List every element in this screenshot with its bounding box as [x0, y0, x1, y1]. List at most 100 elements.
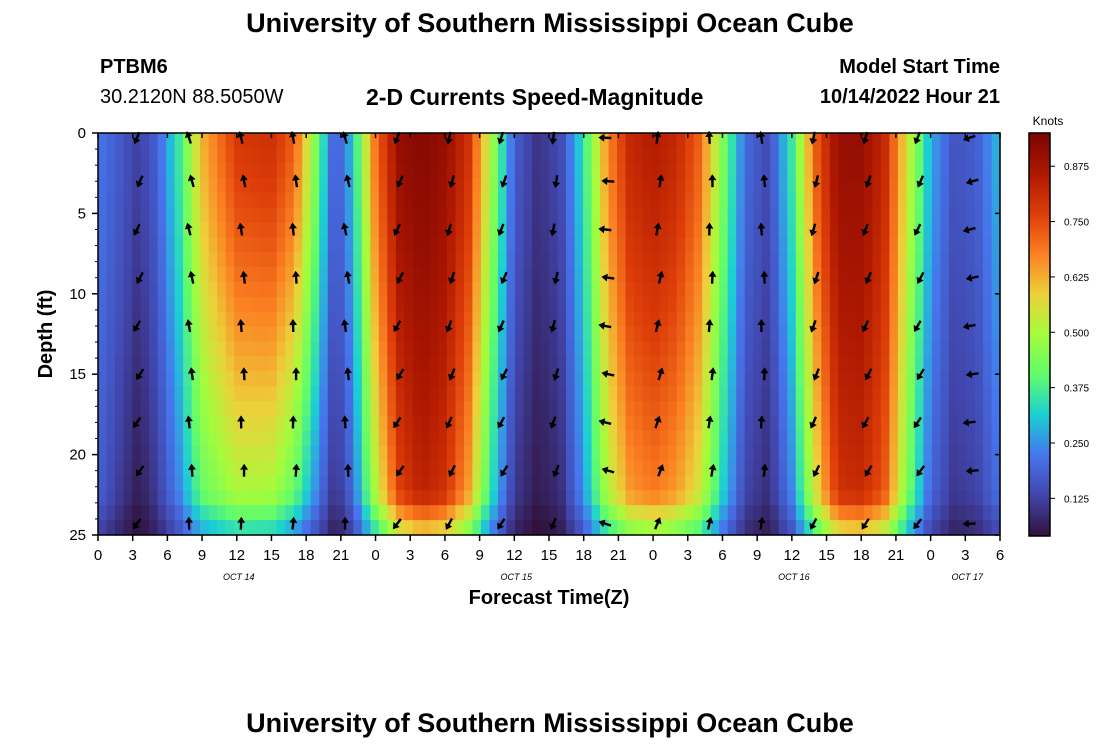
heatmap-cell: [149, 356, 159, 372]
heatmap-cell: [642, 326, 652, 343]
heatmap-cell: [370, 520, 380, 536]
heatmap-cell: [293, 252, 303, 268]
heatmap-cell: [948, 237, 959, 253]
heatmap-cell: [149, 311, 159, 328]
heatmap-cell: [140, 222, 150, 238]
arrow-shaft: [346, 178, 351, 188]
colorbar-tick-label: 0.500: [1064, 328, 1089, 339]
heatmap-cell: [166, 475, 176, 491]
heatmap-cell: [693, 237, 703, 253]
heatmap-cell: [387, 356, 397, 372]
heatmap-cell: [302, 133, 312, 149]
heatmap-cell: [795, 430, 805, 447]
heatmap-cell: [336, 177, 346, 194]
heatmap-cell: [736, 475, 746, 491]
heatmap-cell: [217, 371, 227, 387]
current-arrow: [757, 516, 766, 530]
heatmap-cell: [251, 296, 261, 313]
heatmap-cell: [914, 222, 925, 238]
heatmap-cell: [429, 490, 439, 506]
heatmap-cell: [319, 445, 329, 462]
heatmap-cell: [132, 401, 142, 417]
heatmap-cell: [183, 490, 193, 506]
arrow-shaft: [811, 319, 817, 329]
heatmap-cell: [523, 177, 533, 194]
heatmap-cell: [217, 460, 227, 477]
heatmap-cell: [446, 326, 456, 343]
heatmap-cell: [931, 133, 942, 149]
heatmap-cell: [923, 162, 933, 179]
heatmap-cell: [600, 326, 610, 343]
heatmap-cell: [480, 371, 491, 387]
heatmap-cell: [480, 430, 491, 447]
heatmap-cell: [906, 281, 916, 298]
heatmap-cell: [183, 177, 193, 194]
heatmap-cell: [770, 460, 780, 477]
heatmap-cell: [974, 177, 984, 194]
heatmap-cell: [327, 415, 337, 432]
heatmap-cell: [140, 490, 150, 506]
heatmap-cell: [838, 237, 848, 253]
heatmap-cell: [838, 401, 848, 417]
heatmap-cell: [106, 475, 116, 491]
heatmap-cell: [506, 475, 516, 491]
heatmap-cell: [480, 520, 491, 536]
heatmap-cell: [395, 341, 405, 357]
heatmap-cell: [991, 505, 1001, 521]
heatmap-cell: [557, 267, 567, 283]
arrow-shaft: [499, 518, 506, 527]
heatmap-cell: [685, 401, 695, 417]
heatmap-cell: [404, 490, 414, 506]
heatmap-cell: [744, 296, 754, 313]
heatmap-cell: [846, 192, 856, 209]
heatmap-cell: [404, 475, 414, 491]
heatmap-cell: [344, 326, 354, 343]
heatmap-cell: [336, 445, 346, 462]
heatmap-cell: [361, 311, 371, 328]
heatmap-cell: [446, 162, 456, 179]
current-arrow: [184, 415, 193, 429]
arrow-head: [809, 137, 818, 145]
heatmap-cell: [234, 401, 244, 417]
heatmap-cell: [438, 326, 448, 343]
heatmap-cell: [651, 296, 661, 313]
heatmap-cell: [115, 490, 125, 506]
heatmap-cell: [480, 207, 491, 223]
date-label: OCT 15: [501, 572, 534, 582]
heatmap-cell: [268, 490, 278, 506]
heatmap-cell: [617, 430, 627, 447]
heatmap-cell: [625, 490, 635, 506]
heatmap-cell: [234, 222, 244, 238]
heatmap-cell: [98, 162, 108, 179]
heatmap-cell: [736, 147, 746, 164]
heatmap-cell: [531, 133, 542, 149]
heatmap-cell: [600, 296, 610, 313]
heatmap-cell: [480, 267, 491, 283]
arrow-head: [135, 469, 143, 477]
heatmap-cell: [302, 356, 312, 372]
heatmap-cell: [804, 475, 814, 491]
heatmap-cell: [404, 356, 414, 372]
heatmap-cell: [676, 445, 686, 462]
arrow-shaft: [710, 372, 714, 381]
heatmap-cell: [566, 281, 576, 298]
heatmap-cell: [302, 222, 312, 238]
heatmap-cell: [293, 505, 303, 521]
heatmap-cell: [251, 415, 261, 432]
heatmap-cell: [259, 460, 269, 477]
heatmap-cell: [744, 371, 754, 387]
arrow-head: [133, 420, 140, 429]
heatmap-cell: [421, 371, 431, 387]
heatmap-cell: [549, 505, 559, 521]
heatmap-cell: [566, 207, 576, 223]
heatmap-cell: [566, 386, 576, 402]
heatmap-cell: [132, 490, 142, 506]
colorbar-tick-label: 0.375: [1064, 384, 1089, 395]
heatmap-cell: [549, 371, 559, 387]
heatmap-cell: [395, 207, 405, 223]
heatmap-cell: [302, 415, 312, 432]
heatmap-cell: [719, 356, 729, 372]
heatmap-cell: [157, 326, 167, 343]
x-tick-label: 9: [475, 547, 483, 564]
colorbar-tick-label: 0.250: [1064, 439, 1089, 450]
